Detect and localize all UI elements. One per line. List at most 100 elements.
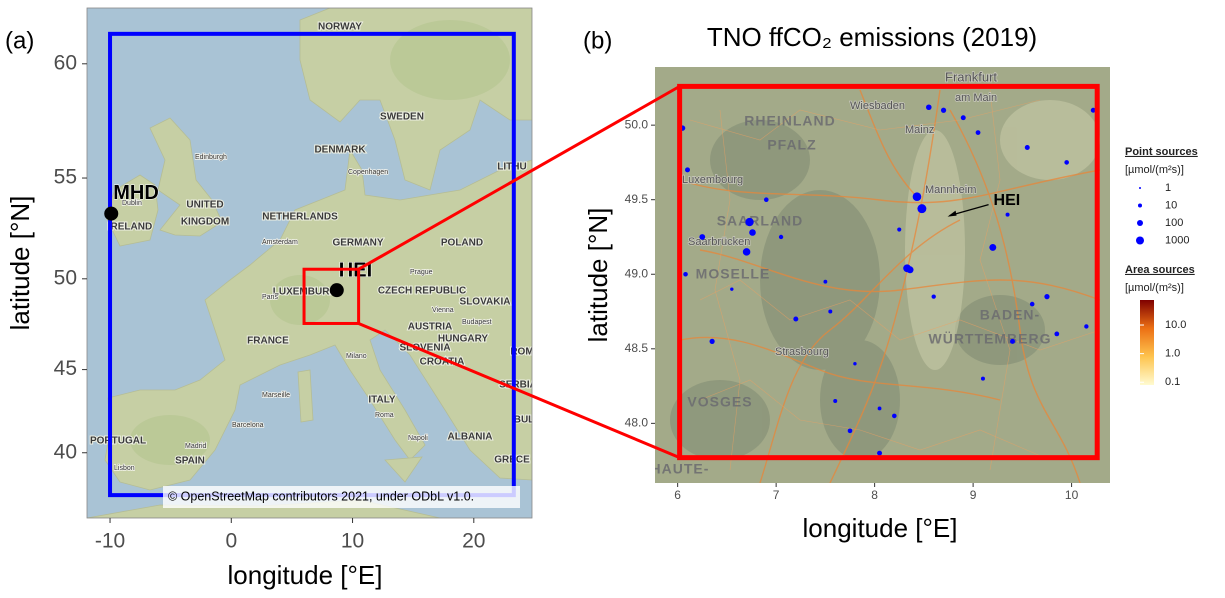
site-label: MHD — [113, 182, 159, 204]
legend-title: Area sources — [1125, 264, 1195, 276]
place-label: Frankfurt — [945, 69, 997, 84]
point-source — [907, 266, 914, 273]
place-label: BADEN- — [980, 307, 1040, 323]
y-tick-label: 55 — [54, 166, 77, 189]
map-a: NORWAY SWEDEN DENMARK UNITED KINGDOM IRE… — [87, 8, 537, 518]
point-source — [1044, 294, 1049, 299]
place-label: Roma — [375, 412, 394, 419]
place-label: Edinburgh — [195, 154, 227, 161]
colorbar — [1140, 300, 1154, 385]
point-source — [699, 234, 705, 240]
place-label: Lisbon — [114, 465, 135, 472]
panel-label: (a) — [5, 27, 34, 54]
place-label: am Main — [955, 92, 997, 104]
legend-label: 10 — [1165, 199, 1177, 211]
y-tick-label: 45 — [54, 357, 77, 380]
point-source — [976, 130, 981, 135]
legend-title: Point sources — [1125, 146, 1198, 158]
x-tick-label: 10 — [1065, 488, 1079, 502]
point-source — [764, 197, 769, 202]
point-source — [710, 339, 715, 344]
place-label: PORTUGAL — [90, 436, 146, 447]
point-source — [961, 115, 966, 120]
place-label: HAUTE- — [651, 461, 710, 477]
point-source — [828, 310, 832, 314]
place-label: SAARLAND — [717, 213, 804, 229]
place-label: Luxembourg — [682, 174, 743, 186]
place-label: Wiesbaden — [850, 100, 905, 112]
legend-marker — [1137, 220, 1143, 226]
x-axis-label: longitude [°E] — [803, 513, 958, 543]
y-tick-label: 40 — [54, 440, 77, 463]
y-tick-label: 49.5 — [625, 192, 649, 206]
place-label: Barcelona — [232, 422, 264, 429]
point-source — [1010, 339, 1015, 344]
point-source — [1030, 302, 1035, 307]
point-source — [1054, 331, 1059, 336]
site — [330, 283, 344, 297]
x-tick-label: 7 — [773, 488, 780, 502]
x-tick-label: 20 — [462, 530, 485, 553]
point-source — [833, 399, 837, 403]
point-source — [853, 362, 856, 365]
place-label: Marseille — [262, 392, 290, 399]
y-tick-label: 48.5 — [625, 341, 649, 355]
place-label: SPAIN — [175, 456, 205, 467]
place-label: FRANCE — [247, 336, 289, 347]
point-source — [779, 235, 783, 239]
x-tick-label: -10 — [95, 530, 125, 553]
colorbar-label: 1.0 — [1165, 348, 1180, 360]
place-label: UNITED — [186, 200, 223, 211]
place-label: Amsterdam — [262, 239, 298, 246]
point-source — [683, 272, 688, 277]
legend-units: [µmol/(m²s)] — [1125, 282, 1184, 294]
y-tick-label: 49.0 — [625, 266, 649, 280]
y-tick-label: 60 — [54, 51, 77, 74]
point-source — [1025, 145, 1030, 150]
place-label: Saarbrücken — [688, 236, 750, 248]
legend: Point sources [µmol/(m²s)] Area sources … — [1125, 146, 1198, 388]
point-source — [917, 204, 926, 213]
place-label: Napoli — [408, 435, 428, 442]
x-tick-label: 6 — [674, 488, 681, 502]
place-label: CZECH REPUBLIC — [378, 286, 466, 297]
x-tick-label: 0 — [225, 530, 237, 553]
y-tick-label: 48.0 — [625, 416, 649, 430]
point-source — [745, 218, 753, 226]
point-source — [913, 192, 922, 201]
map-b: Frankfurt am Main Wiesbaden Mainz RHEINL… — [651, 67, 1110, 483]
place-label: VOSGES — [687, 394, 752, 410]
figure: (a) NORWAY SWEDEN DENMARK UNITED KINGDOM… — [0, 0, 1225, 598]
legend-label: 100 — [1165, 217, 1183, 229]
y-tick-label: 50.0 — [625, 117, 649, 131]
place-label: KINGDOM — [181, 217, 229, 228]
place-label: ALBANIA — [448, 432, 493, 443]
y-axis-label: latitude [°N] — [583, 208, 613, 343]
point-source — [877, 451, 882, 456]
point-source — [926, 104, 932, 110]
panel-title: TNO ffCO₂ emissions (2019) — [707, 22, 1037, 52]
point-source — [941, 108, 946, 113]
colorbar-label: 10.0 — [1165, 319, 1186, 331]
point-source — [989, 244, 996, 251]
panel-label: (b) — [583, 27, 612, 54]
place-label: AUSTRIA — [408, 322, 452, 333]
place-label: WÜRTTEMBERG — [929, 331, 1052, 347]
place-label: Mannheim — [925, 184, 976, 196]
place-label: Budapest — [462, 319, 492, 326]
place-label: Strasbourg — [775, 346, 829, 358]
point-source — [793, 317, 798, 322]
point-source — [823, 280, 827, 284]
place-label: PFALZ — [767, 137, 816, 153]
colorbar-label: 0.1 — [1165, 376, 1180, 388]
place-label: Vienna — [432, 307, 454, 314]
x-tick-label: 10 — [341, 530, 364, 553]
place-label: DENMARK — [314, 145, 366, 156]
place-label: IRELAND — [108, 222, 152, 233]
point-source — [685, 167, 690, 172]
place-label: RHEINLAND — [744, 113, 835, 129]
place-label: Madrid — [185, 443, 207, 450]
y-axis-label: latitude [°N] — [5, 196, 35, 331]
point-source — [897, 227, 901, 231]
place-label: Prague — [410, 269, 433, 276]
